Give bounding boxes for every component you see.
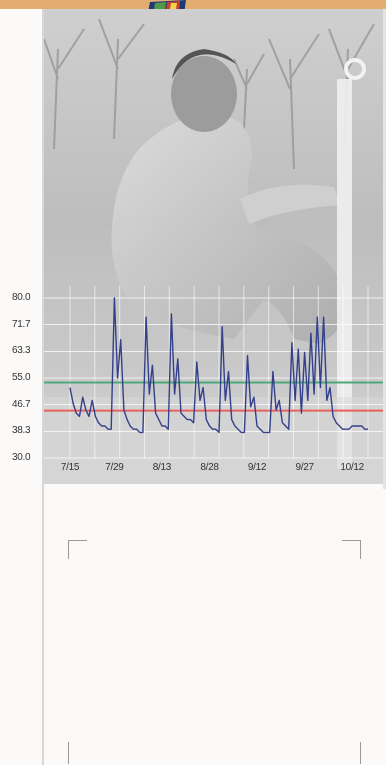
x-tick-label: 9/27: [295, 462, 314, 473]
crop-mark-bottom-left: [68, 742, 87, 764]
series-line: [69, 297, 368, 434]
top-banner-strip: [0, 0, 386, 9]
y-tick-label: 30.0: [12, 452, 31, 463]
y-tick-label: 63.3: [12, 345, 31, 357]
x-tick-label: 7/15: [60, 462, 80, 473]
crop-mark-bottom-right: [342, 742, 361, 764]
x-tick-label: 10/12: [340, 462, 364, 473]
y-tick-label: 71.7: [12, 318, 31, 330]
crop-mark-top-right: [342, 540, 361, 559]
photo-background: [44, 9, 383, 484]
y-tick-label: 55.0: [12, 372, 31, 383]
x-tick-label: 8/13: [152, 462, 172, 473]
x-tick-label: 9/12: [247, 462, 267, 473]
y-tick-label: 46.7: [12, 398, 31, 410]
crop-mark-top-left: [68, 540, 87, 559]
chart-series: [69, 297, 368, 434]
right-edge-shadow: [383, 9, 386, 489]
left-margin-rule: [42, 9, 44, 765]
x-tick-label: 7/29: [105, 462, 124, 473]
y-tick-label: 80.0: [12, 292, 31, 303]
x-tick-label: 8/28: [200, 462, 219, 473]
y-tick-label: 38.3: [12, 425, 31, 437]
